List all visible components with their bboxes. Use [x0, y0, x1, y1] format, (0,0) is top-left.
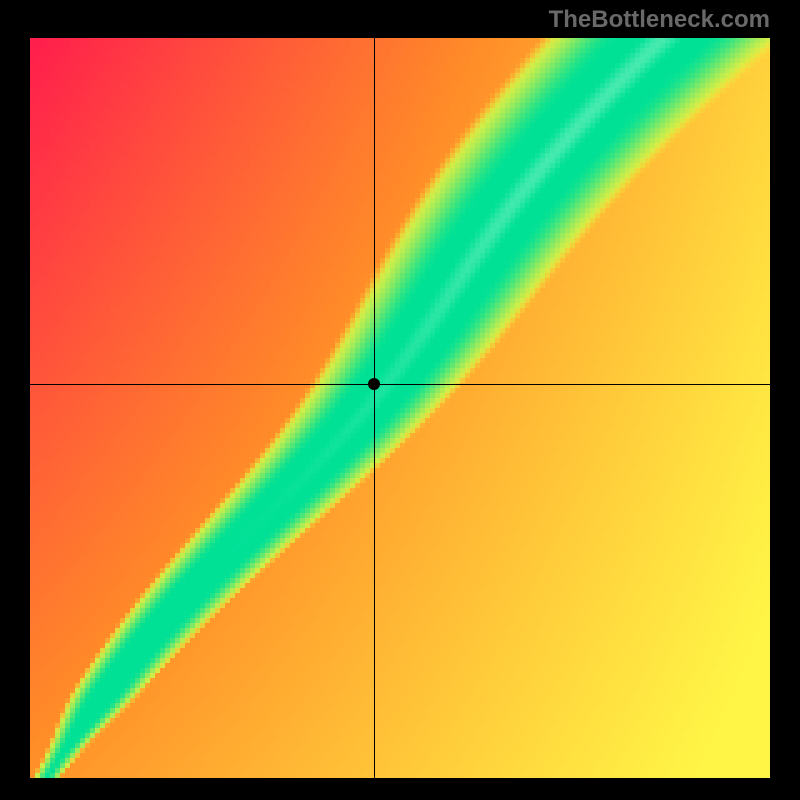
crosshair-vertical — [374, 38, 375, 778]
crosshair-horizontal — [30, 384, 770, 385]
chart-stage: TheBottleneck.com — [0, 0, 800, 800]
watermark-text: TheBottleneck.com — [549, 6, 770, 34]
bottleneck-heatmap — [30, 38, 770, 778]
